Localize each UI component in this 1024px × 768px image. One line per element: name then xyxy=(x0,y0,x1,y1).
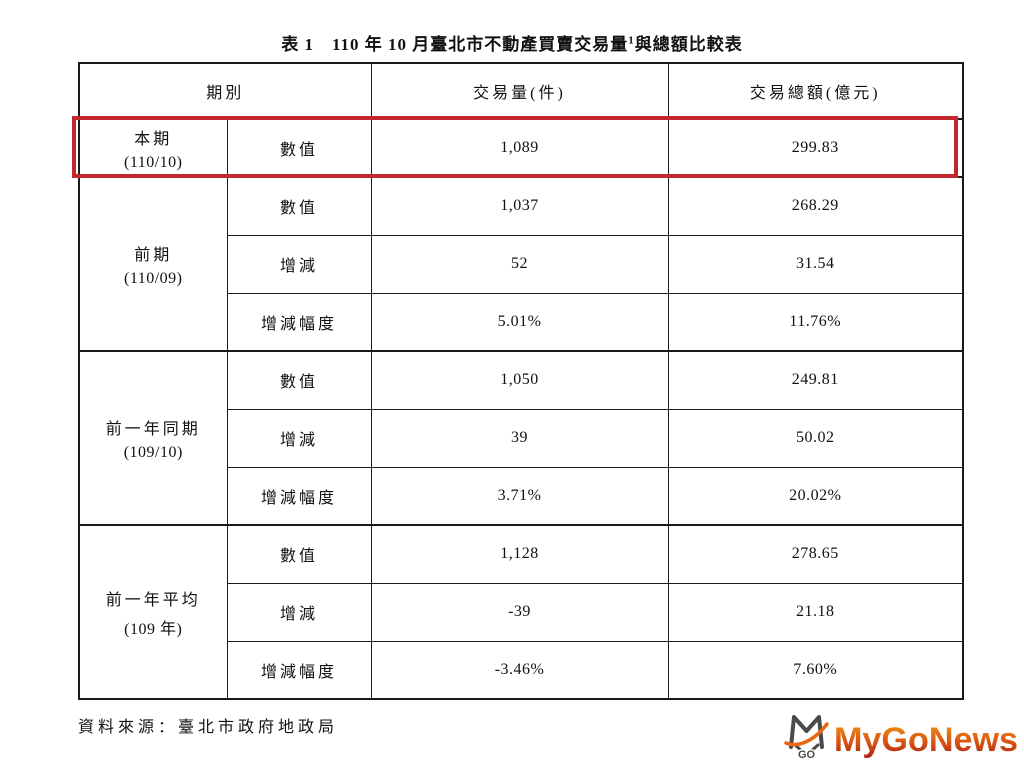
table-row: 增減幅度 3.71% 20.02% xyxy=(79,466,964,526)
table-title: 表 1 110 年 10 月臺北市不動產買賣交易量1與總額比較表 xyxy=(0,30,1024,55)
period-cell-current: 本期 (110/10) xyxy=(78,118,228,178)
metric-cell: 增減幅度 xyxy=(226,292,372,352)
amount-cell: 268.29 xyxy=(667,176,964,236)
amount-cell: 50.02 xyxy=(667,408,964,468)
metric-cell: 數值 xyxy=(226,524,372,584)
amount-cell: 7.60% xyxy=(667,640,964,700)
table-row: 增減 52 31.54 xyxy=(79,234,964,294)
table-row: 增減幅度 -3.46% 7.60% xyxy=(79,640,964,700)
table-row: 增減幅度 5.01% 11.76% xyxy=(79,292,964,352)
volume-cell: -3.46% xyxy=(370,640,669,700)
period-code: (110/09) xyxy=(123,269,183,287)
source-note: 資料來源：臺北市政府地政局 xyxy=(78,719,339,736)
amount-cell: 249.81 xyxy=(667,350,964,410)
metric-cell: 數值 xyxy=(226,350,372,410)
period-label: 前一年同期 xyxy=(105,420,201,438)
table-row: 增減 39 50.02 xyxy=(79,408,964,468)
logo-text: MyGoNews xyxy=(834,721,1018,759)
comparison-table: 期別 交易量(件) 交易總額(億元) 本期 (110/10) 數值 1,089 … xyxy=(78,62,965,700)
volume-cell: 1,050 xyxy=(370,350,669,410)
mygonews-logo-icon: GO xyxy=(784,715,829,763)
table-row: 本期 (110/10) 數值 1,089 299.83 xyxy=(78,118,964,178)
period-label: 本期 xyxy=(134,130,173,148)
metric-cell: 增減 xyxy=(226,234,372,294)
volume-cell: 52 xyxy=(370,234,669,294)
volume-cell: 39 xyxy=(370,408,669,468)
volume-cell: 1,128 xyxy=(370,524,669,584)
period-code: (109/10) xyxy=(123,443,183,461)
amount-cell: 21.18 xyxy=(667,582,964,642)
table-title-prefix: 表 1 110 年 10 月臺北市不動產買賣交易量 xyxy=(281,35,629,54)
table-title-superscript: 1 xyxy=(628,34,635,47)
volume-cell: 1,037 xyxy=(370,176,669,236)
metric-cell: 增減 xyxy=(226,408,372,468)
period-cell-year-ago: 前一年同期 (109/10) xyxy=(78,350,228,526)
period-label: 前一年平均 xyxy=(105,591,201,609)
period-label: 前期 xyxy=(134,246,173,264)
volume-cell: 3.71% xyxy=(370,466,669,526)
amount-cell: 31.54 xyxy=(667,234,964,294)
logo-swoosh xyxy=(784,722,829,747)
metric-cell: 數值 xyxy=(226,176,372,236)
table-row: 前一年平均 (109 年) 數值 1,128 278.65 xyxy=(78,524,964,700)
logo-go-text: GO xyxy=(798,749,816,761)
period-code: (110/10) xyxy=(123,153,183,171)
volume-cell: 5.01% xyxy=(370,292,669,352)
logo-m-shape xyxy=(789,715,824,749)
amount-cell: 11.76% xyxy=(667,292,964,352)
metric-cell: 增減幅度 xyxy=(226,466,372,526)
amount-cell: 20.02% xyxy=(667,466,964,526)
table-row: 增減 -39 21.18 xyxy=(79,582,964,642)
header-amount: 交易總額(億元) xyxy=(667,62,964,120)
header-volume: 交易量(件) xyxy=(370,62,669,120)
table-header-row: 期別 交易量(件) 交易總額(億元) xyxy=(78,62,964,120)
amount-cell: 299.83 xyxy=(667,118,964,178)
table-title-suffix: 與總額比較表 xyxy=(634,35,743,54)
amount-cell: 278.65 xyxy=(667,524,964,584)
logo-chin-shape xyxy=(793,743,820,757)
metric-cell: 增減幅度 xyxy=(226,640,372,700)
table-row: 前期 (110/09) 數值 1,037 268.29 xyxy=(78,176,964,352)
mygonews-logo: GO MyGoNews xyxy=(784,710,1024,766)
period-cell-year-avg: 前一年平均 (109 年) xyxy=(78,524,228,700)
metric-cell: 增減 xyxy=(226,582,372,642)
metric-cell: 數值 xyxy=(226,118,372,178)
period-code: (109 年) xyxy=(124,620,183,638)
volume-cell: 1,089 xyxy=(370,118,669,178)
header-period: 期別 xyxy=(78,62,372,120)
table-row: 前一年同期 (109/10) 數值 1,050 249.81 xyxy=(78,350,964,526)
period-cell-previous: 前期 (110/09) xyxy=(78,176,228,352)
volume-cell: -39 xyxy=(370,582,669,642)
comparison-table-wrap: 期別 交易量(件) 交易總額(億元) 本期 (110/10) 數值 1,089 … xyxy=(78,62,965,700)
